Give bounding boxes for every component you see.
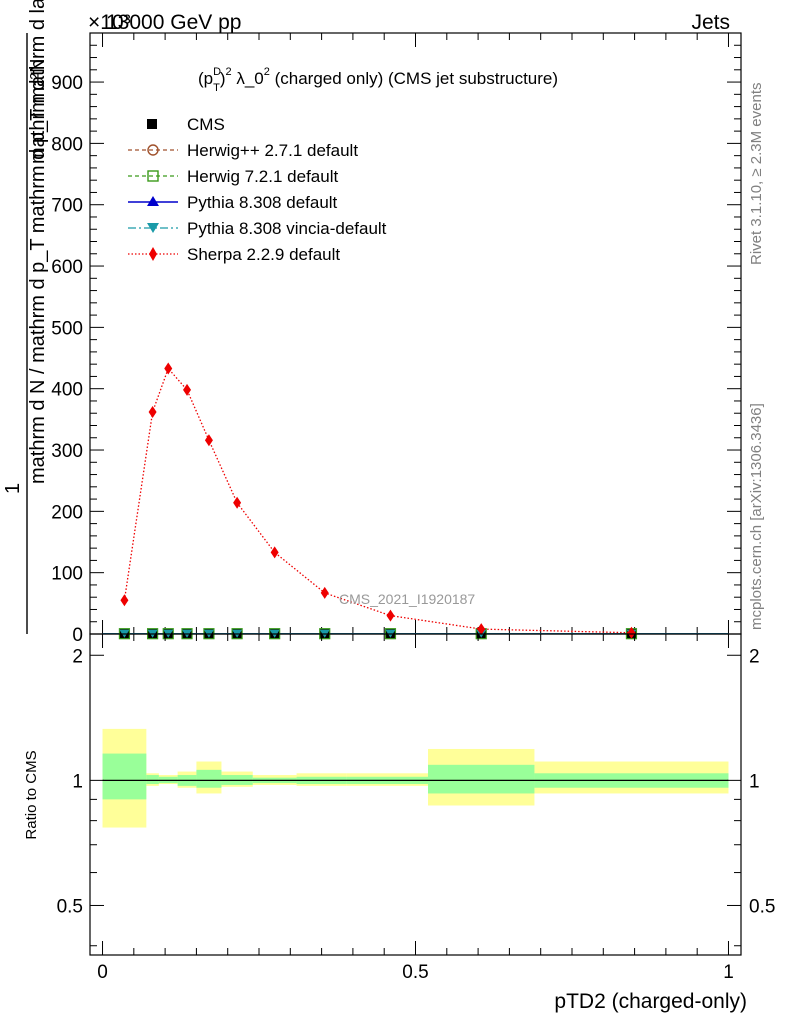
sherpa-point xyxy=(164,362,173,375)
title-close: ) xyxy=(220,69,226,88)
main-axis-ticks: 0 100 200 300 400 500 600 700 800 900 xyxy=(51,32,741,646)
sherpa-point xyxy=(386,609,395,622)
ratio-inner-band xyxy=(146,775,159,785)
sherpa-point xyxy=(148,405,157,418)
energy-label: 13000 GeV pp xyxy=(106,11,241,34)
sherpa-point xyxy=(320,586,329,599)
ratio-inner-band xyxy=(428,764,535,794)
legend-cms-label: CMS xyxy=(187,115,225,134)
legend-herwigpp-marker xyxy=(147,144,159,156)
sherpa-point xyxy=(204,434,213,447)
main-y-tick-label: 100 xyxy=(51,564,83,585)
sherpa-point xyxy=(627,626,636,639)
main-y-tick-label: 400 xyxy=(51,380,83,401)
sherpa-point xyxy=(270,546,279,559)
ratio-y-tick-label: 0.5 xyxy=(57,896,83,917)
main-y-tick-label: 0 xyxy=(72,625,83,646)
title-sup-2b: 2 xyxy=(264,66,270,78)
y-label-numerator: 1 xyxy=(2,483,24,494)
sherpa-point xyxy=(477,623,486,636)
ratio-y-tick-label-right: 0.5 xyxy=(749,896,775,917)
title-sup-d: D xyxy=(213,66,221,78)
y-label-right-part: mathrm d²N xyxy=(27,58,49,164)
x-tick-label: 1 xyxy=(723,962,734,983)
legend-pythia-label: Pythia 8.308 default xyxy=(187,193,338,212)
x-tick-label: 0.5 xyxy=(402,962,428,983)
ratio-y-tick-label-right: 1 xyxy=(749,771,760,792)
main-y-tick-label: 200 xyxy=(51,502,83,523)
rivet-label: Rivet 3.1.10, ≥ 2.3M events xyxy=(748,83,765,266)
legend: CMS Herwig++ 2.7.1 default Herwig 7.2.1 … xyxy=(128,115,387,264)
title-sub-t: T xyxy=(213,82,220,94)
sherpa-point xyxy=(183,383,192,396)
legend-herwigpp-label: Herwig++ 2.7.1 default xyxy=(187,141,358,160)
ratio-bands xyxy=(102,728,729,828)
main-y-tick-label: 300 xyxy=(51,441,83,462)
legend-sherpa-label: Sherpa 2.2.9 default xyxy=(187,245,340,264)
sherpa-point xyxy=(233,496,242,509)
ratio-y-tick-label: 1 xyxy=(72,771,83,792)
main-y-tick-label: 900 xyxy=(51,73,83,94)
main-y-tick-label: 600 xyxy=(51,257,83,278)
title-tail: (charged only) (CMS jet substructure) xyxy=(270,69,558,88)
y-axis-label: mathrm d N / mathrm d p_T mathrm d p_T m… xyxy=(2,0,49,634)
ratio-axis-label: Ratio to CMS xyxy=(23,750,40,839)
legend-pythia-marker xyxy=(147,196,159,206)
category-label: Jets xyxy=(691,11,730,34)
sherpa-point xyxy=(120,594,129,607)
legend-vincia-label: Pythia 8.308 vincia-default xyxy=(187,219,387,238)
legend-sherpa-marker xyxy=(149,247,157,261)
legend-vincia-marker xyxy=(147,223,159,233)
legend-herwig7-marker xyxy=(147,170,159,182)
title-sup-2: 2 xyxy=(225,66,231,78)
title-lambda: λ_0 xyxy=(232,69,264,88)
legend-cms-marker xyxy=(147,119,157,129)
exponent-label: ×10³ xyxy=(88,11,131,34)
ratio-y-tick-label: 2 xyxy=(72,646,83,667)
title-p: (p xyxy=(198,69,213,88)
ratio-axis-ticks: 0.5 0.5 1 1 2 2 0 0.5 1 xyxy=(57,634,775,983)
watermark: CMS_2021_I1920187 xyxy=(339,591,475,607)
ratio-y-tick-label-right: 2 xyxy=(749,646,760,667)
main-y-tick-label: 500 xyxy=(51,318,83,339)
x-tick-label: 0 xyxy=(97,962,108,983)
x-axis-label: pTD2 (charged-only) xyxy=(554,990,747,1013)
main-y-tick-label: 800 xyxy=(51,134,83,155)
main-y-tick-label: 700 xyxy=(51,196,83,217)
ratio-inner-band xyxy=(102,753,147,800)
mcplots-label: mcplots.cern.ch [arXiv:1306.3436] xyxy=(748,403,765,630)
y-label-denominator: mathrm d N / mathrm d p_T mathrm d p_T m… xyxy=(27,0,49,484)
legend-herwig7-label: Herwig 7.2.1 default xyxy=(187,167,338,186)
ratio-inner-band xyxy=(196,769,222,788)
plot-title: (pD T)2 λ_02 (charged only) (CMS jet subs… xyxy=(198,66,558,94)
